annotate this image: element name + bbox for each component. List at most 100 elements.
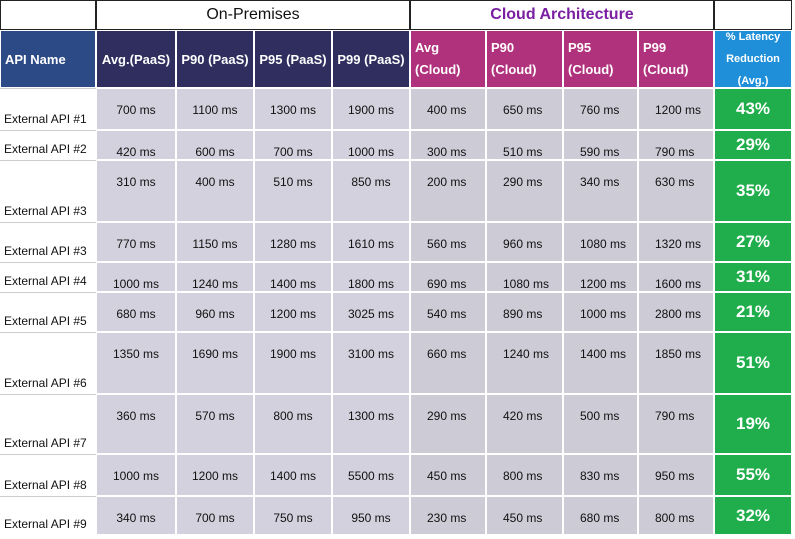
latency-cell: 760 ms [563,88,638,130]
latency-cell: 3100 ms [332,332,410,394]
latency-cell: 450 ms [410,454,486,496]
latency-cell: 1400 ms [563,332,638,394]
latency-cell: 1150 ms [176,222,254,262]
latency-cell: 340 ms [563,160,638,222]
latency-cell: 200 ms [410,160,486,222]
header-blank [0,0,96,30]
column-header: P99 (Cloud) [638,30,714,88]
group-header: On-Premises [96,0,410,30]
latency-cell: 850 ms [332,160,410,222]
reduction-cell: 43% [714,88,792,130]
latency-cell: 1320 ms [638,222,714,262]
latency-cell: 300 ms [410,130,486,160]
api-name: External API #3 [0,222,96,262]
latency-cell: 540 ms [410,292,486,332]
latency-cell: 1100 ms [176,88,254,130]
latency-cell: 800 ms [638,496,714,535]
api-name: External API #3 [0,160,96,222]
latency-cell: 230 ms [410,496,486,535]
latency-cell: 800 ms [254,394,332,454]
latency-cell: 1000 ms [96,454,176,496]
latency-cell: 800 ms [486,454,563,496]
latency-cell: 400 ms [410,88,486,130]
column-header: API Name [0,30,96,88]
api-name: External API #9 [0,496,96,535]
latency-cell: 600 ms [176,130,254,160]
column-header: % Latency Reduction (Avg.) [714,30,792,88]
column-header: P99 (PaaS) [332,30,410,88]
latency-cell: 1300 ms [254,88,332,130]
column-header: Avg.(PaaS) [96,30,176,88]
reduction-cell: 32% [714,496,792,535]
latency-cell: 630 ms [638,160,714,222]
latency-cell: 360 ms [96,394,176,454]
column-header: P95 (PaaS) [254,30,332,88]
latency-cell: 1240 ms [176,262,254,292]
latency-cell: 950 ms [638,454,714,496]
latency-cell: 450 ms [486,496,563,535]
latency-cell: 1000 ms [563,292,638,332]
reduction-cell: 51% [714,332,792,394]
latency-cell: 340 ms [96,496,176,535]
latency-cell: 660 ms [410,332,486,394]
latency-cell: 1690 ms [176,332,254,394]
latency-cell: 1200 ms [638,88,714,130]
latency-cell: 1000 ms [96,262,176,292]
latency-cell: 1610 ms [332,222,410,262]
latency-cell: 1350 ms [96,332,176,394]
column-header: P90 (Cloud) [486,30,563,88]
latency-cell: 1240 ms [486,332,563,394]
latency-cell: 960 ms [486,222,563,262]
column-header: P95 (Cloud) [563,30,638,88]
latency-cell: 1600 ms [638,262,714,292]
latency-cell: 1080 ms [486,262,563,292]
api-name: External API #4 [0,262,96,292]
latency-cell: 790 ms [638,130,714,160]
latency-cell: 770 ms [96,222,176,262]
latency-cell: 1800 ms [332,262,410,292]
latency-cell: 500 ms [563,394,638,454]
latency-cell: 590 ms [563,130,638,160]
latency-cell: 3025 ms [332,292,410,332]
group-header: Cloud Architecture [410,0,714,30]
latency-cell: 700 ms [96,88,176,130]
latency-cell: 1400 ms [254,262,332,292]
reduction-cell: 29% [714,130,792,160]
latency-cell: 1850 ms [638,332,714,394]
latency-cell: 1080 ms [563,222,638,262]
api-name: External API #5 [0,292,96,332]
latency-cell: 1280 ms [254,222,332,262]
latency-cell: 510 ms [254,160,332,222]
latency-cell: 700 ms [176,496,254,535]
reduction-cell: 31% [714,262,792,292]
latency-cell: 510 ms [486,130,563,160]
reduction-cell: 21% [714,292,792,332]
latency-cell: 1900 ms [254,332,332,394]
reduction-cell: 55% [714,454,792,496]
latency-cell: 890 ms [486,292,563,332]
latency-cell: 1000 ms [332,130,410,160]
latency-cell: 420 ms [96,130,176,160]
api-name: External API #7 [0,394,96,454]
api-name: External API #1 [0,88,96,130]
latency-cell: 1200 ms [254,292,332,332]
reduction-cell: 27% [714,222,792,262]
latency-cell: 650 ms [486,88,563,130]
latency-cell: 680 ms [563,496,638,535]
api-name: External API #2 [0,130,96,160]
latency-cell: 680 ms [96,292,176,332]
latency-cell: 790 ms [638,394,714,454]
latency-cell: 5500 ms [332,454,410,496]
reduction-cell: 35% [714,160,792,222]
latency-cell: 1900 ms [332,88,410,130]
latency-cell: 570 ms [176,394,254,454]
column-header: Avg (Cloud) [410,30,486,88]
latency-cell: 290 ms [486,160,563,222]
latency-cell: 950 ms [332,496,410,535]
latency-cell: 290 ms [410,394,486,454]
latency-cell: 560 ms [410,222,486,262]
latency-cell: 830 ms [563,454,638,496]
latency-cell: 960 ms [176,292,254,332]
api-name: External API #6 [0,332,96,394]
latency-cell: 1400 ms [254,454,332,496]
